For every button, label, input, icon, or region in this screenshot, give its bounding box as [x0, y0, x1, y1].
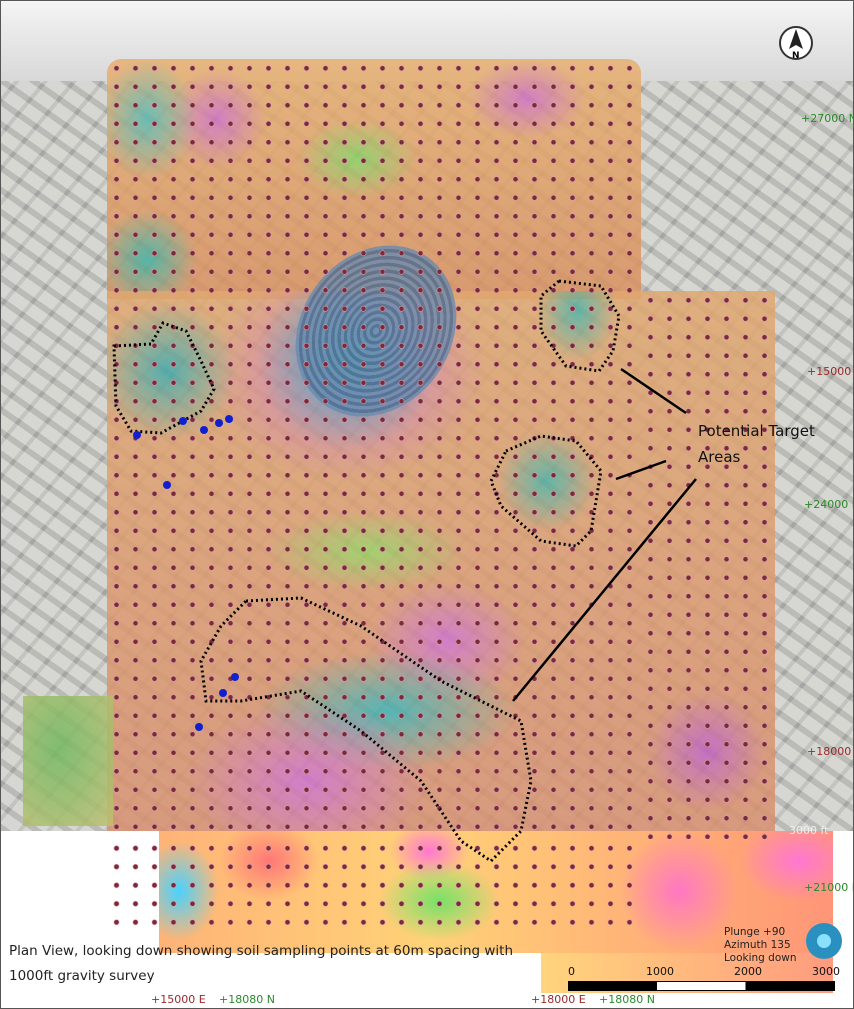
scale-tick: 2000	[734, 965, 762, 978]
scale-bar	[568, 981, 835, 991]
drill-points	[133, 415, 239, 731]
grid-label: 3000 ft	[789, 824, 829, 837]
scale-tick: 3000	[812, 965, 840, 978]
target-area-outline	[539, 279, 621, 373]
caption-line: 1000ft gravity survey	[9, 968, 155, 984]
soil-sample-points	[641, 291, 776, 839]
grid-label: +27000 N	[801, 112, 854, 125]
view-orientation-sphere	[806, 923, 842, 959]
gravity-heatmap	[23, 696, 113, 826]
azimuth-label: Azimuth 135	[724, 939, 791, 951]
plunge-label: Plunge +90	[724, 926, 786, 938]
annotation-line: Areas	[698, 448, 741, 466]
scale-tick: 0	[568, 965, 575, 978]
target-area-outline	[112, 321, 216, 435]
grid-label: +24000 N	[804, 498, 853, 511]
pointer-arrow	[615, 459, 667, 481]
target-area-outline	[199, 596, 533, 863]
view-orientation-text: Plunge +90 Azimuth 135 Looking down	[724, 926, 797, 965]
annotation-line: Potential Target	[698, 422, 815, 440]
caption-line: Plan View, looking down showing soil sam…	[9, 943, 514, 959]
soil-sample-points	[107, 59, 641, 839]
grid-label: +18000 E	[531, 993, 586, 1006]
grid-label: +15000 E	[807, 365, 853, 378]
soil-sample-points	[107, 839, 641, 929]
grid-label: +15000 E	[151, 993, 206, 1006]
grid-label: +18000 E	[807, 745, 853, 758]
scale-tick: 1000	[646, 965, 674, 978]
north-arrow-label: N	[792, 51, 800, 61]
north-arrow-icon	[779, 26, 813, 60]
grid-label: +21000 N	[804, 881, 853, 894]
grid-label: +18080 N	[599, 993, 655, 1006]
pointer-arrow	[620, 367, 687, 415]
target-area-outline	[489, 434, 603, 548]
map-caption: Plan View, looking down showing soil sam…	[9, 939, 513, 989]
looking-label: Looking down	[724, 952, 797, 964]
target-areas-annotation: Potential Target Areas	[698, 418, 815, 470]
grid-label: +18080 N	[219, 993, 275, 1006]
pointer-arrow	[512, 478, 697, 702]
